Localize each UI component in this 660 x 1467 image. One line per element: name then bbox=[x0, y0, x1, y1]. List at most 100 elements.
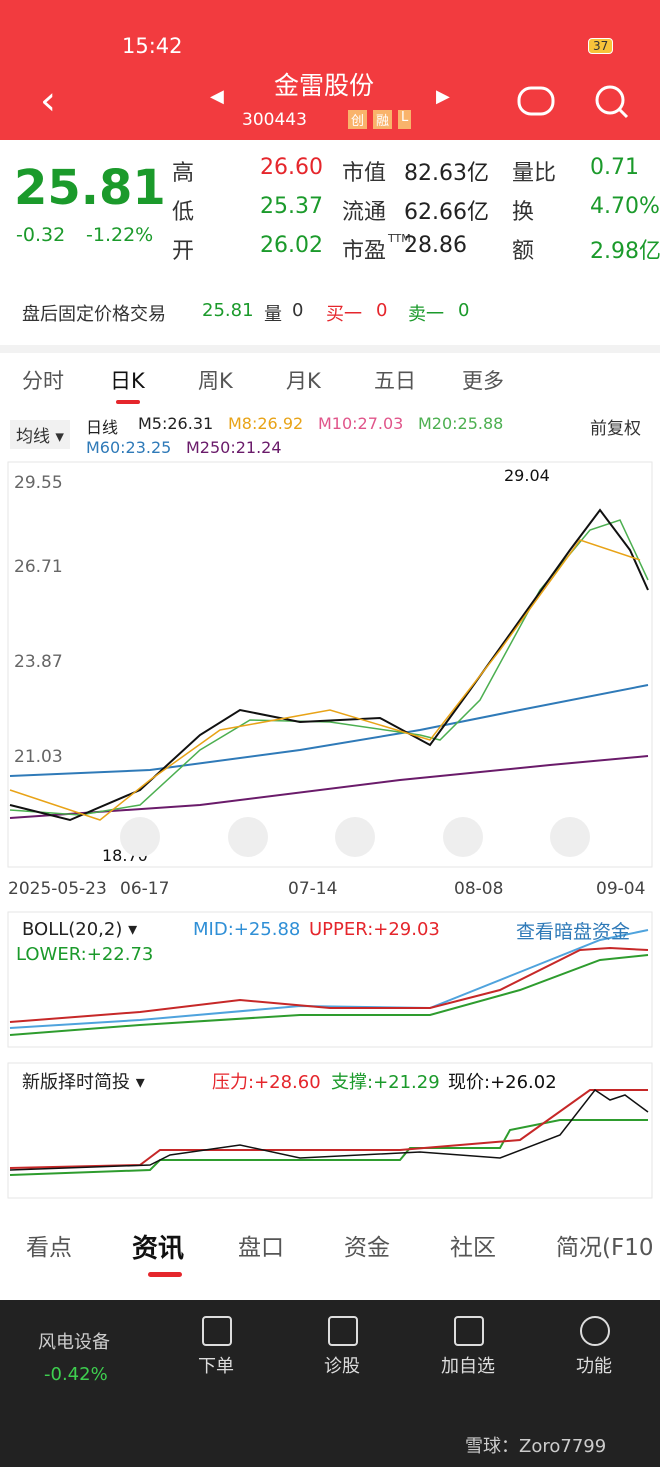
stat-label: 量比 bbox=[512, 161, 557, 186]
sell: 0 bbox=[458, 300, 470, 321]
adjust[interactable]: 前复权 bbox=[590, 419, 641, 439]
pan-right[interactable] bbox=[443, 817, 483, 857]
content-tab[interactable]: 简况(F10 bbox=[556, 1235, 654, 1261]
pressure: 压力:+28.60 bbox=[212, 1072, 321, 1093]
nav-icon[interactable] bbox=[580, 1316, 610, 1346]
kline-frame bbox=[7, 461, 653, 868]
stat-label: 低 bbox=[172, 200, 195, 225]
timing-name-text: 新版择时简投 bbox=[22, 1072, 130, 1093]
content-tab[interactable]: 看点 bbox=[26, 1235, 72, 1261]
divider bbox=[0, 345, 660, 353]
support: 支撑:+21.29 bbox=[331, 1072, 440, 1093]
robot-icon[interactable] bbox=[517, 86, 555, 116]
timing-frame bbox=[7, 1062, 653, 1199]
sell-label: 卖一 bbox=[408, 304, 444, 325]
stock-name: 金雷股份 bbox=[274, 71, 375, 100]
tag: 创 bbox=[348, 110, 368, 129]
content-tab[interactable]: 资金 bbox=[344, 1235, 390, 1261]
selector-text: 均线 bbox=[16, 427, 50, 447]
period-tab[interactable]: 更多 bbox=[462, 369, 504, 393]
change-pct: -1.22% bbox=[86, 224, 154, 246]
buy: 0 bbox=[376, 300, 388, 321]
stat-value: 2.98亿 bbox=[590, 239, 660, 264]
stock-code: 300443 bbox=[242, 110, 307, 130]
buy-label: 买一 bbox=[326, 304, 362, 325]
boll-lower-label: LOWER:+22.73 bbox=[16, 944, 154, 965]
zoom-in[interactable] bbox=[120, 817, 160, 857]
header-icons bbox=[517, 85, 629, 119]
watermark: 雪球：Zoro7799 bbox=[465, 1436, 607, 1457]
zoom-out[interactable] bbox=[228, 817, 268, 857]
ma-selector[interactable]: 均线 ▾ bbox=[10, 420, 70, 449]
active-indicator bbox=[116, 400, 140, 404]
nav-item[interactable]: 加自选 bbox=[441, 1356, 495, 1377]
pan-left[interactable] bbox=[335, 817, 375, 857]
stat-value: 26.02 bbox=[260, 233, 323, 258]
next-stock[interactable]: ▶ bbox=[436, 86, 450, 107]
nav-icon[interactable] bbox=[328, 1316, 358, 1346]
ma60-line bbox=[9, 684, 649, 777]
bottom-nav: 风电设备 -0.42% 下单 诊股 加自选 功能 雪球：Zoro7799 bbox=[0, 1300, 660, 1467]
nav-item[interactable]: 诊股 bbox=[324, 1356, 360, 1377]
back-button[interactable]: ‹ bbox=[40, 78, 56, 124]
ttm-label: TTM bbox=[388, 232, 411, 245]
price-label: 26.71 bbox=[14, 557, 63, 577]
header: 15:42 37 ‹ ◀ 金雷股份 ▶ 300443 创 融 L bbox=[0, 0, 660, 140]
date-label: 09-04 bbox=[596, 879, 645, 899]
search-handle bbox=[617, 107, 629, 119]
ma-label: 日线 bbox=[86, 418, 119, 437]
after-hours-label: 盘后固定价格交易 bbox=[22, 304, 166, 325]
nav-item[interactable]: 下单 bbox=[198, 1356, 234, 1377]
stat-label: 市值 bbox=[342, 161, 387, 186]
period-tab[interactable]: 月K bbox=[286, 369, 321, 393]
ma250-line bbox=[9, 755, 649, 819]
high-marker: 29.04 bbox=[504, 466, 550, 485]
fullscreen[interactable] bbox=[550, 817, 590, 857]
after-hours-price: 25.81 bbox=[202, 300, 254, 321]
stat-label: 高 bbox=[172, 161, 195, 186]
boll-upper bbox=[9, 946, 649, 1023]
date-label: 08-08 bbox=[454, 879, 503, 899]
content-tab[interactable]: 盘口 bbox=[238, 1235, 284, 1261]
chart-controls bbox=[120, 817, 590, 857]
nav-item[interactable]: 功能 bbox=[576, 1356, 612, 1377]
prev-stock[interactable]: ◀ bbox=[210, 86, 224, 107]
date-label: 06-17 bbox=[120, 879, 169, 899]
period-tab[interactable]: 分时 bbox=[22, 369, 64, 393]
boll-name-text: BOLL(20,2) bbox=[22, 919, 123, 940]
price: 25.81 bbox=[14, 160, 166, 216]
price-line-small bbox=[9, 1088, 649, 1171]
stat-value: 25.37 bbox=[260, 194, 323, 219]
period-tab[interactable]: 日K bbox=[110, 369, 145, 393]
vol: 0 bbox=[292, 300, 304, 321]
price-label: 23.87 bbox=[14, 652, 63, 672]
sector[interactable]: 风电设备 bbox=[38, 1332, 110, 1353]
price-label: 21.03 bbox=[14, 747, 63, 767]
nav-icon[interactable] bbox=[454, 1316, 484, 1346]
ma20-line bbox=[9, 519, 649, 816]
charts: 29.55 26.71 23.87 21.03 18.70 29.04 2025… bbox=[7, 461, 653, 1199]
dark-pool-link[interactable]: 查看暗盘资金 bbox=[516, 921, 631, 943]
ma-label: M8:26.92 bbox=[228, 414, 304, 433]
boll-mid-label: MID:+25.88 bbox=[193, 919, 301, 940]
date-label: 07-14 bbox=[288, 879, 337, 899]
battery: 37 bbox=[588, 38, 614, 54]
clock: 15:42 bbox=[122, 34, 183, 58]
boll-name[interactable]: BOLL(20,2) ▾ bbox=[22, 919, 138, 940]
search-icon[interactable] bbox=[595, 85, 625, 115]
ma-label: M60:23.25 bbox=[86, 438, 172, 457]
stat-label: 换 bbox=[512, 200, 535, 225]
current-price: 现价:+26.02 bbox=[448, 1072, 557, 1093]
ma-label: M250:21.24 bbox=[186, 438, 282, 457]
price-line bbox=[9, 508, 649, 822]
content-tab[interactable]: 资讯 bbox=[132, 1234, 185, 1264]
period-tab[interactable]: 周K bbox=[198, 369, 233, 393]
timing-name[interactable]: 新版择时简投 ▾ bbox=[22, 1072, 145, 1093]
vol-label: 量 bbox=[264, 304, 282, 325]
stat-value: 82.63亿 bbox=[404, 161, 489, 186]
content-tab[interactable]: 社区 bbox=[450, 1235, 496, 1261]
change: -0.32 bbox=[16, 224, 66, 246]
period-tab[interactable]: 五日 bbox=[374, 369, 416, 393]
nav-icon[interactable] bbox=[202, 1316, 232, 1346]
